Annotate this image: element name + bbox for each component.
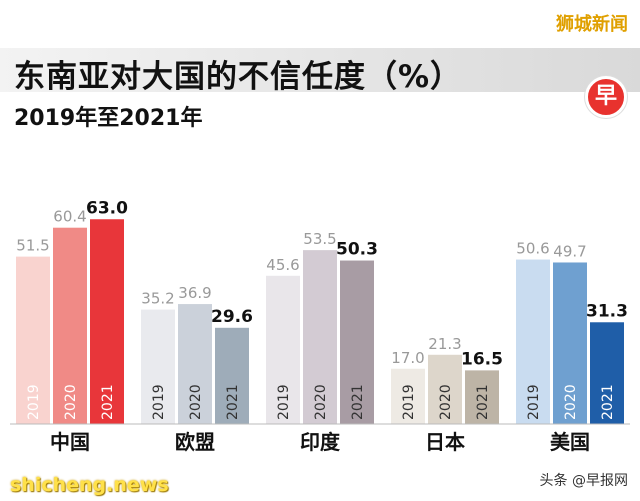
- bar: [90, 219, 124, 424]
- year-tick-label: 2019: [526, 384, 542, 420]
- bar: [428, 354, 462, 424]
- title-banner: [0, 48, 640, 92]
- bar: [553, 262, 587, 424]
- data-label: 50.3: [336, 240, 378, 260]
- year-tick-label: 2020: [63, 384, 79, 420]
- year-tick-label: 2021: [475, 384, 491, 420]
- zaobao-logo-icon: 早: [585, 76, 627, 118]
- year-tick-label: 2019: [26, 384, 42, 420]
- data-label: 29.6: [211, 307, 253, 327]
- year-tick-label: 2019: [276, 384, 292, 420]
- year-tick-label: 2019: [151, 384, 167, 420]
- bar: [266, 275, 300, 424]
- category-label: 欧盟: [175, 430, 215, 454]
- bar: [16, 256, 50, 424]
- year-tick-label: 2021: [600, 384, 616, 420]
- category-label: 美国: [550, 430, 590, 454]
- data-label: 63.0: [86, 198, 128, 218]
- year-tick-label: 2021: [100, 384, 116, 420]
- data-label: 17.0: [391, 349, 424, 367]
- year-tick-label: 2020: [438, 384, 454, 420]
- bar: [303, 250, 337, 424]
- source-watermark: shicheng.news: [10, 474, 169, 496]
- data-label: 60.4: [53, 208, 86, 226]
- category-label: 中国: [50, 430, 90, 454]
- data-label: 16.5: [461, 349, 503, 369]
- chart-subtitle: 2019年至2021年: [14, 106, 203, 131]
- bar: [215, 327, 249, 424]
- category-label: 印度: [300, 430, 341, 454]
- bar: [590, 322, 624, 424]
- year-tick-label: 2021: [225, 384, 241, 420]
- year-tick-label: 2020: [313, 384, 329, 420]
- data-label: 53.5: [303, 230, 336, 248]
- bar: [516, 259, 550, 424]
- data-label: 45.6: [266, 256, 299, 274]
- bar: [141, 309, 175, 424]
- brand-watermark: 狮城新闻: [556, 14, 628, 35]
- data-label: 36.9: [178, 284, 211, 302]
- bar: [340, 260, 374, 424]
- data-label: 49.7: [553, 242, 586, 260]
- bar: [53, 227, 87, 424]
- category-label: 日本: [425, 430, 465, 454]
- chart-title: 东南亚对大国的不信任度（%）: [14, 59, 463, 95]
- data-label: 51.5: [16, 237, 49, 255]
- year-tick-label: 2021: [350, 384, 366, 420]
- data-label: 50.6: [516, 240, 549, 258]
- year-tick-label: 2020: [563, 384, 579, 420]
- data-label: 21.3: [428, 335, 461, 353]
- year-tick-label: 2020: [188, 384, 204, 420]
- data-label: 31.3: [586, 301, 628, 321]
- bar: [178, 304, 212, 424]
- data-label: 35.2: [141, 290, 174, 308]
- bar: [391, 368, 425, 424]
- attribution-text: 头条 @早报网: [539, 473, 628, 489]
- bar: [465, 370, 499, 424]
- year-tick-label: 2019: [401, 384, 417, 420]
